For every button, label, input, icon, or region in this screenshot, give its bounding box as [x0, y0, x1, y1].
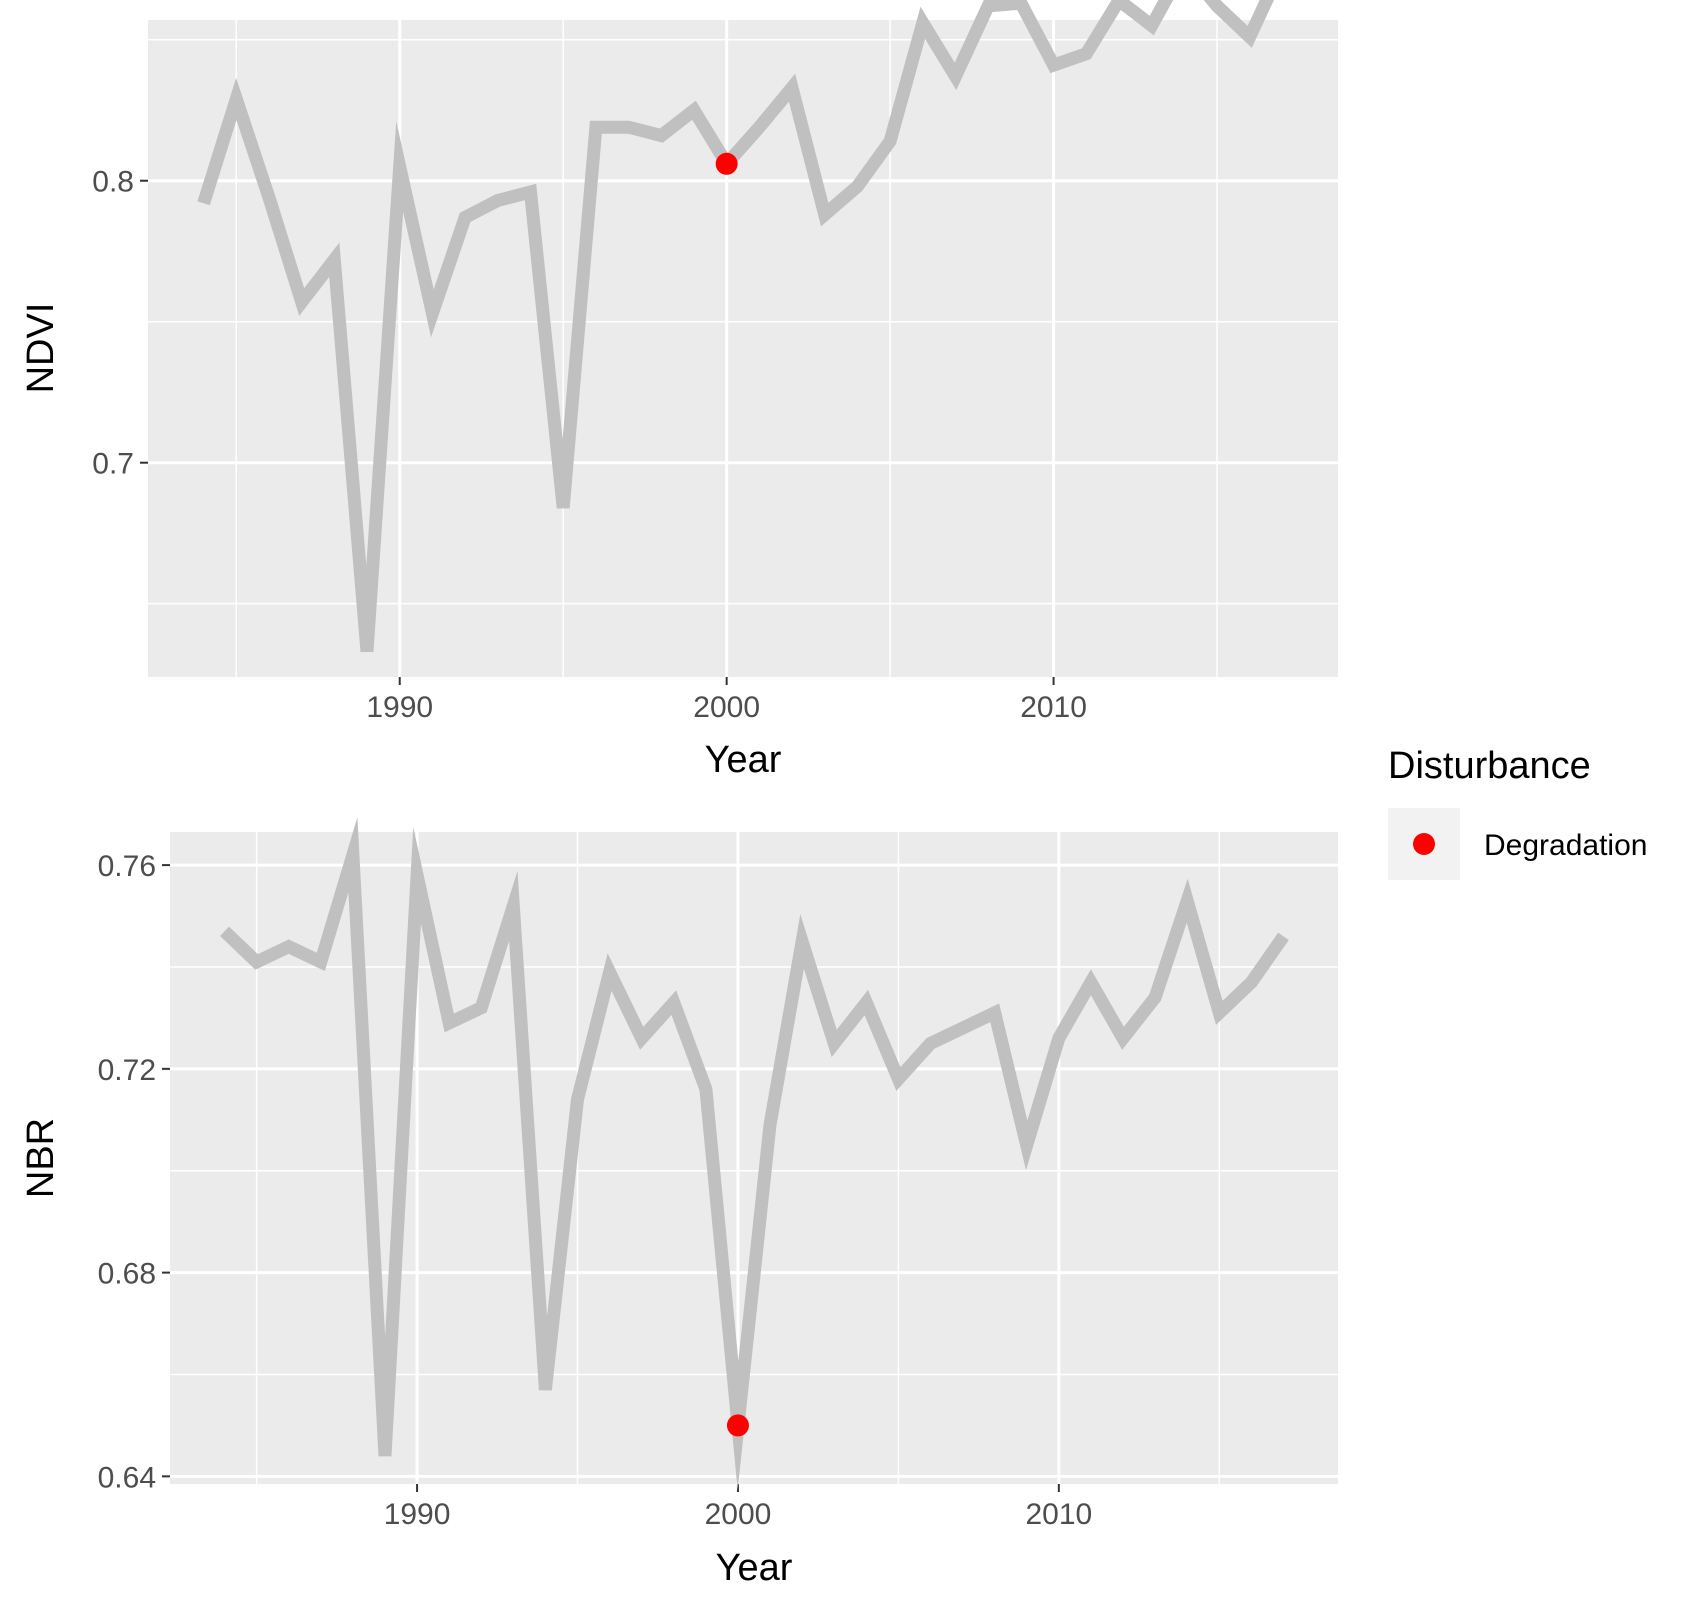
points-ndvi — [715, 152, 738, 175]
x-axis-title-nbr: Year — [716, 1547, 793, 1589]
ticks-nbr: 0.64 0.68 0.72 0.76 1990 2000 2010 — [98, 850, 1093, 1531]
panel-background-ndvi — [148, 20, 1338, 677]
legend: Disturbance Degradation — [1388, 745, 1647, 880]
legend-key-point — [1413, 833, 1435, 855]
degradation-point — [715, 152, 738, 175]
series-line-nbr — [220, 817, 1289, 1491]
x-tick-label: 2010 — [1025, 1498, 1092, 1531]
x-tick-label: 2000 — [693, 691, 760, 724]
x-tick-label: 1990 — [366, 691, 433, 724]
chart-nbr: 0.64 0.68 0.72 0.76 1990 2000 2010 Year NBR — [20, 817, 1338, 1589]
x-tick-label: 2000 — [705, 1498, 772, 1531]
panel-background-nbr — [170, 832, 1338, 1484]
y-tick-label: 0.72 — [98, 1054, 156, 1087]
y-tick-label: 0.7 — [92, 448, 134, 481]
x-axis-title-ndvi: Year — [705, 739, 782, 781]
y-tick-label: 0.64 — [98, 1461, 156, 1494]
x-tick-label: 2010 — [1020, 691, 1087, 724]
chart-ndvi: 0.7 0.8 1990 2000 2010 Year NDVI — [20, 0, 1338, 781]
y-tick-label: 0.76 — [98, 850, 156, 883]
y-axis-title-ndvi: NDVI — [20, 303, 62, 394]
x-tick-label: 1990 — [384, 1498, 451, 1531]
ticks-ndvi: 0.7 0.8 1990 2000 2010 — [92, 166, 1087, 724]
y-tick-label: 0.68 — [98, 1258, 156, 1291]
points-nbr — [726, 1414, 749, 1437]
y-tick-label: 0.8 — [92, 166, 134, 199]
legend-title: Disturbance — [1388, 745, 1591, 787]
degradation-point — [726, 1414, 749, 1437]
series-line-ndvi — [197, 0, 1274, 653]
y-axis-title-nbr: NBR — [20, 1118, 62, 1198]
legend-label-degradation: Degradation — [1484, 829, 1647, 862]
